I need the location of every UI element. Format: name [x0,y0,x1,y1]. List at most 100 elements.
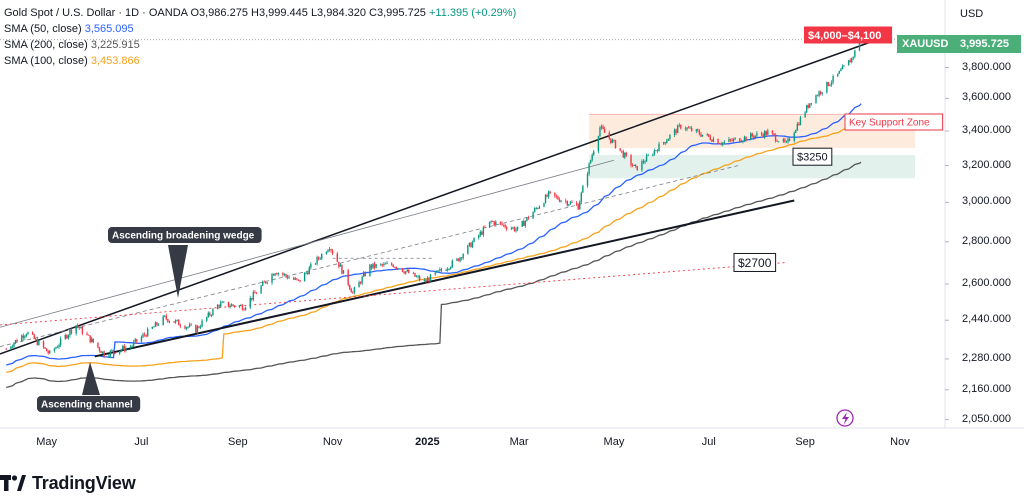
wedge-lower-line [94,199,795,358]
candle-body [223,301,225,303]
candle-body [597,136,600,152]
target-label-box [804,26,893,44]
candle-body [283,274,286,275]
candle-body [767,130,769,135]
x-tick-label: Sep [795,436,815,448]
candle-body [282,273,284,275]
candle-body [27,332,29,335]
candle-body [809,103,811,108]
candle-body [689,127,691,129]
candle-body [589,160,592,164]
level-3250-label: $3250 [797,152,828,164]
candle-body [684,128,687,130]
candle-body [390,263,393,265]
candle-body [249,297,251,308]
candle-body [179,325,181,327]
candle-body [53,348,56,351]
candle-body [251,297,253,300]
currency-selector[interactable]: USD [960,8,984,20]
candle-body [145,335,147,337]
candle-body [146,328,149,337]
candle-body [363,272,365,277]
candle-body [818,91,820,96]
candle-body [428,278,430,282]
candle-body [44,347,46,349]
support-zone-label-box [844,113,944,131]
candle-body [700,134,702,137]
symbol-title: Gold Spot / U.S. Dollar · 1D · OANDA [4,7,188,19]
candle-body [98,347,101,351]
x-tick-label: Sep [228,436,248,448]
candle-body [807,105,809,108]
candle-body [771,130,774,134]
candle-body [680,124,682,129]
candle-body [190,324,192,326]
candle-body [523,221,525,226]
last-price-tag: XAUUSD 3,995.725 [897,35,1021,53]
candle-body [495,221,497,226]
candle-body [188,324,191,327]
candle-body [293,277,295,280]
candle-body [565,200,567,202]
candle-body [467,245,469,255]
candle-body [827,81,830,86]
y-tick-label: 2,160.000 [962,382,1011,395]
candle-body [129,346,132,348]
candle-body [91,338,93,343]
candle-body [266,282,269,284]
candle-body [157,324,160,326]
candle-body [167,319,169,322]
y-tick-label: 2,600.000 [962,277,1011,289]
candle-body [787,138,789,142]
x-tick-label: Jul [701,436,716,448]
candle-body [621,150,623,152]
candle-body [118,350,121,354]
lightning-icon-ring [836,409,854,427]
candle-body [701,134,704,137]
candle-body [843,65,845,67]
candle-body [666,140,668,144]
candles-group [5,38,862,359]
x-tick-label: May [36,436,58,448]
candle-body [131,345,133,347]
candle-body [97,342,99,348]
candle-body [788,138,791,141]
candle-body [633,164,635,166]
candle-body [349,284,351,289]
target-label: $4,000–$4,100 [808,30,881,42]
candle-body [784,139,786,142]
candle-body [314,263,317,265]
candle-body [14,340,17,344]
candle-body [708,134,710,137]
candle-body [805,105,808,113]
candle-body [383,263,385,266]
candle-body [136,339,138,342]
candle-body [425,280,427,282]
candle-body [394,266,396,268]
chart-legend: Gold Spot / U.S. Dollar · 1D · OANDA O3,… [4,5,516,69]
candle-body [753,136,755,138]
candle-body [406,269,408,272]
candle-body [840,69,842,72]
candle-body [260,285,262,294]
candle-body [426,278,429,282]
candle-body [207,312,209,318]
candle-body [697,129,699,131]
candle-body [549,191,551,193]
candle-body [462,254,464,259]
candle-body [403,271,405,274]
candle-body [154,322,157,327]
candle-body [532,212,534,219]
candle-body [448,268,450,270]
candle-body [675,129,677,133]
candle-body [709,136,712,140]
candle-body [457,258,460,262]
tradingview-logo[interactable]: TradingView [0,470,136,496]
candle-body [36,338,39,346]
candle-body [122,345,124,350]
candle-body [501,223,503,225]
candle-body [776,140,778,142]
candle-body [690,127,693,132]
candle-body [678,124,680,126]
